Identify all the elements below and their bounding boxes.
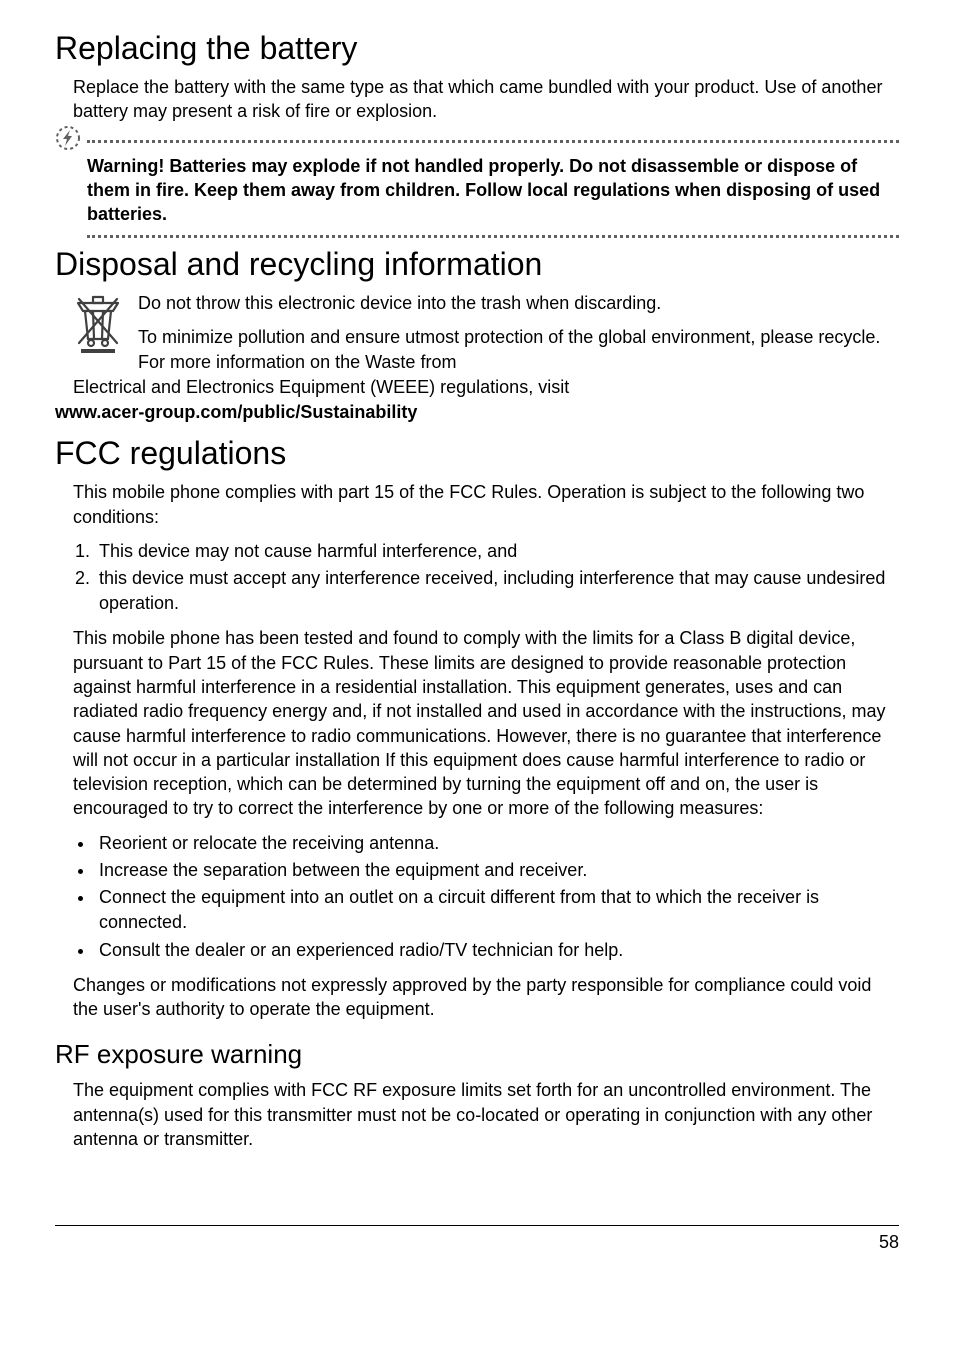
fcc-measure-2: Increase the separation between the equi…: [95, 858, 899, 883]
heading-disposal: Disposal and recycling information: [55, 246, 899, 283]
warning-icon: [55, 125, 81, 156]
fcc-measure-1: Reorient or relocate the receiving anten…: [95, 831, 899, 856]
rf-para: The equipment complies with FCC RF expos…: [73, 1078, 899, 1151]
fcc-para2: This mobile phone has been tested and fo…: [73, 626, 899, 820]
callout-warning: Warning! Batteries may explode if not ha…: [55, 136, 899, 239]
page-number: 58: [879, 1232, 899, 1252]
fcc-measures-list: Reorient or relocate the receiving anten…: [73, 831, 899, 963]
fcc-condition-1: This device may not cause harmful interf…: [95, 539, 899, 564]
fcc-measure-3: Connect the equipment into an outlet on …: [95, 885, 899, 935]
weee-para2: To minimize pollution and ensure utmost …: [138, 325, 899, 375]
heading-rf-exposure: RF exposure warning: [55, 1039, 899, 1070]
dotted-rule-top: [87, 139, 899, 143]
page-footer: 58: [55, 1225, 899, 1253]
weee-text-block: Do not throw this electronic device into…: [138, 291, 899, 375]
fcc-measure-4: Consult the dealer or an experienced rad…: [95, 938, 899, 963]
fcc-conditions-list: This device may not cause harmful interf…: [73, 539, 899, 617]
weee-bin-icon: [73, 291, 138, 375]
weee-link: www.acer-group.com/public/Sustainability: [55, 402, 899, 423]
para-battery: Replace the battery with the same type a…: [73, 75, 899, 124]
fcc-para3: Changes or modifications not expressly a…: [73, 973, 899, 1022]
weee-continued: Electrical and Electronics Equipment (WE…: [73, 375, 899, 400]
weee-para1: Do not throw this electronic device into…: [138, 291, 899, 316]
fcc-condition-2: this device must accept any interference…: [95, 566, 899, 616]
dotted-rule-bottom: [87, 232, 899, 238]
heading-fcc: FCC regulations: [55, 435, 899, 472]
callout-text: Warning! Batteries may explode if not ha…: [87, 154, 899, 227]
heading-replacing-battery: Replacing the battery: [55, 30, 899, 67]
fcc-para1: This mobile phone complies with part 15 …: [73, 480, 899, 529]
